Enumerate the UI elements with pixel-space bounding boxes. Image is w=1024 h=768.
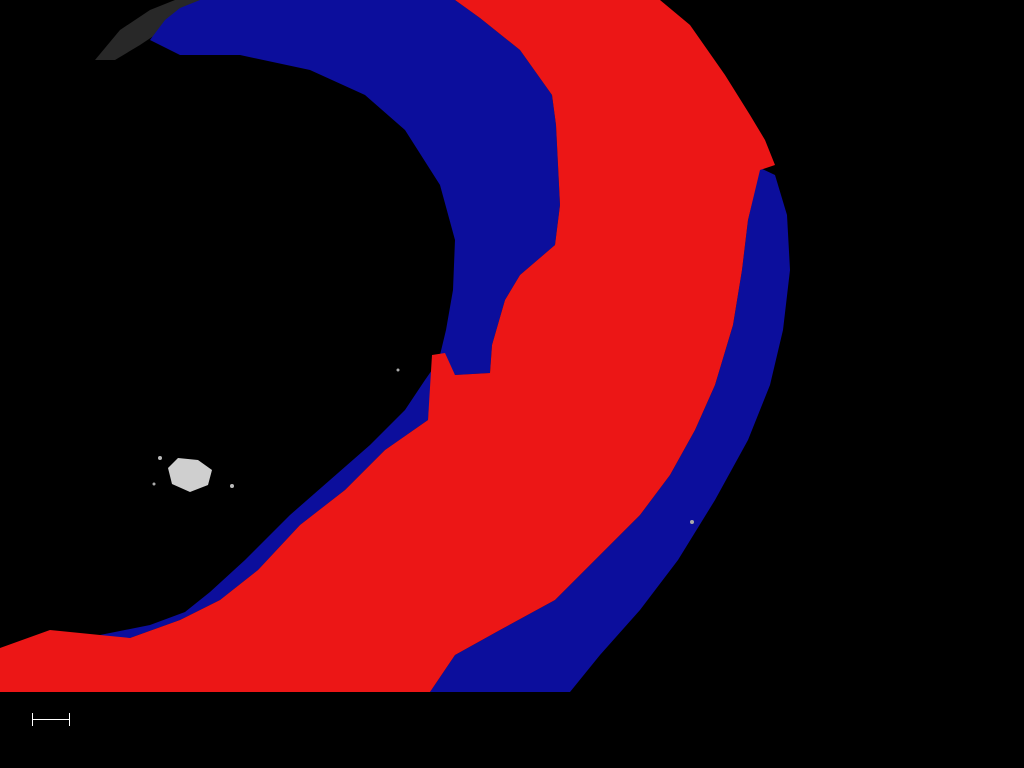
wd-value: 9.2 mm <box>398 699 448 716</box>
mineral-grain <box>168 458 212 492</box>
wd-label: WD = <box>349 699 389 716</box>
eht-readout: EHT = 20.00 kV <box>542 699 650 716</box>
file-name-readout: File Name = bone312_bse_image4.tif <box>696 718 938 735</box>
scale-bar-tick-right <box>69 713 70 726</box>
mag-value: 139 X <box>250 699 290 716</box>
grain-fleck <box>152 482 156 486</box>
grain-fleck <box>690 520 694 524</box>
info-bar <box>0 692 1024 768</box>
wd-readout: WD = 9.2 mm <box>349 699 448 716</box>
signal-readout: Signal A = QBSD <box>695 697 810 714</box>
lab-name: MSU-ICAL <box>464 725 542 742</box>
mag-label: Mag = <box>190 699 233 716</box>
sem-micrograph <box>0 0 790 692</box>
grain-fleck <box>396 368 400 372</box>
grain-fleck <box>158 456 162 460</box>
grain-fleck <box>230 484 234 488</box>
date-readout: Date :5 Mar 2020 <box>887 693 1001 710</box>
scale-bar <box>32 719 70 720</box>
blue-region-outer-rim <box>430 168 790 692</box>
blue-region-inner-band <box>150 0 560 375</box>
red-region-main-band <box>0 0 775 692</box>
scale-bar-tick-left <box>32 713 33 726</box>
scale-bar-label: 100 µm <box>32 690 82 707</box>
mag-readout: Mag = 139 X <box>190 699 290 716</box>
